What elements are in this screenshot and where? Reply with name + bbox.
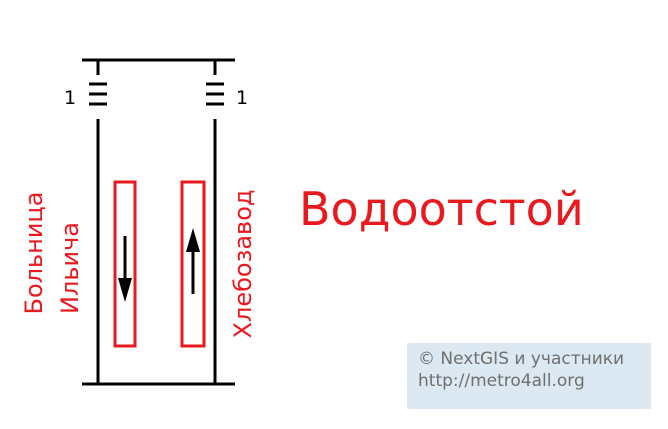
credits-copyright: © NextGIS и участники	[418, 349, 625, 369]
arrow-down-icon	[118, 236, 132, 302]
arrow-up-icon	[186, 228, 200, 294]
station-name: Водоотстой	[299, 182, 584, 236]
right-train-box	[180, 180, 206, 348]
credits-link[interactable]: http://metro4all.org	[418, 371, 585, 391]
left-track-label-line1: Больница	[20, 192, 48, 315]
left-car-number: 1	[64, 87, 76, 109]
right-car-marker-icon	[206, 82, 224, 106]
left-car-marker-icon	[89, 82, 107, 106]
left-track-label-line2: Ильича	[56, 222, 84, 314]
credits-box: © NextGIS и участники http://metro4all.o…	[407, 343, 651, 409]
left-train-box	[113, 180, 137, 348]
right-car-number: 1	[236, 87, 248, 109]
right-track-label: Хлебозавод	[229, 190, 257, 339]
